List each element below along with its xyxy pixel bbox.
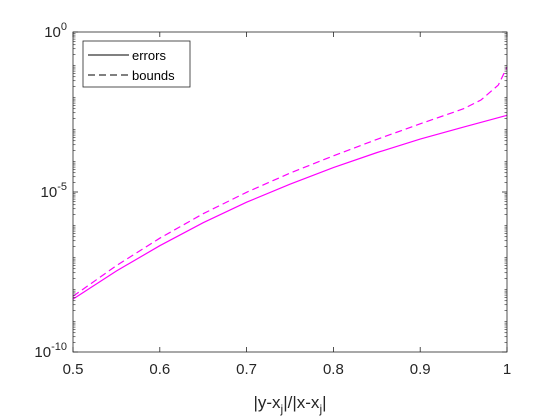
x-tick-label: 0.6	[149, 361, 170, 378]
legend: errors bounds	[82, 40, 191, 88]
legend-label-bounds: bounds	[132, 68, 175, 83]
x-axis-label: |y-xj|/|x-xj|	[253, 393, 326, 416]
x-tick-label: 1	[503, 361, 511, 378]
x-tick-label: 0.9	[410, 361, 431, 378]
ticks-layer: 0.5 0.6 0.7 0.8 0.9 1 10-10 10-5 100	[34, 21, 511, 378]
y-tick-label: 10-10	[34, 341, 67, 361]
y-tick-label: 10-5	[41, 181, 67, 201]
y-tick-label: 100	[44, 21, 67, 41]
x-tick-label: 0.7	[236, 361, 257, 378]
legend-label-errors: errors	[132, 48, 166, 63]
series-line-errors	[72, 114, 508, 300]
legend-box	[82, 40, 191, 88]
series-line-bounds	[72, 66, 508, 297]
x-tick-label: 0.8	[323, 361, 344, 378]
x-tick-label: 0.5	[63, 361, 84, 378]
series-layer	[72, 66, 508, 300]
